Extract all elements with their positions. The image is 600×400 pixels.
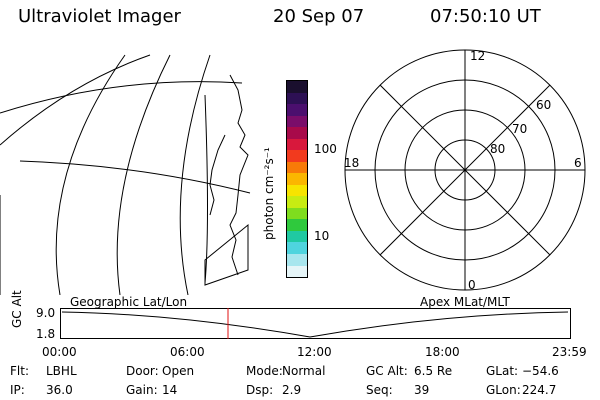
mlt-label-left: 18 (344, 156, 359, 170)
status-label: Door: (126, 364, 159, 378)
status-label: GC Alt: (366, 364, 408, 378)
altitude-curve (61, 311, 569, 338)
colorbar-band (287, 150, 307, 162)
status-value: 39 (414, 383, 430, 397)
horizon-edge (204, 223, 249, 286)
status-value: Normal (282, 364, 326, 378)
date-label: 20 Sep 07 (273, 6, 365, 27)
app-title: Ultraviolet Imager (18, 6, 181, 27)
colorbar-band (287, 253, 307, 266)
status-label: Dsp: (246, 383, 274, 397)
status-label: GLon: (486, 383, 521, 397)
status-label: Mode: (246, 364, 283, 378)
status-value: −54.6 (522, 364, 559, 378)
lat-arc (19, 160, 251, 194)
lat-label-70: 70 (512, 122, 527, 136)
lon-arc (179, 54, 211, 295)
colorbar-band (287, 173, 307, 185)
status-label: Seq: (366, 383, 393, 397)
status-label: GLat: (486, 364, 519, 378)
timeline-x-tick-0: 00:00 (42, 345, 77, 359)
mlt-label-bottom: 0 (468, 278, 476, 292)
timeline-y-tick-1.8: 1.8 (36, 327, 56, 341)
timeline-y-label: GC Alt (10, 290, 24, 328)
mlt-label-top: 12 (470, 49, 485, 63)
lon-arc (55, 54, 126, 295)
lon-arc (0, 54, 151, 146)
status-value: 6.5 Re (414, 364, 453, 378)
lat-label-80: 80 (490, 142, 505, 156)
colorbar-band (287, 242, 307, 254)
polar-plot: 12 18 6 0 60 70 80 (344, 49, 586, 292)
mlt-line-diagonal (379, 84, 551, 256)
colorbar-band (287, 115, 307, 128)
mlt-label-right: 6 (574, 156, 582, 170)
timeline-frame (60, 308, 571, 339)
status-value: 14 (162, 383, 178, 397)
timeline-plot (60, 308, 571, 339)
colorbar-band (287, 196, 307, 208)
colorbar-band (287, 184, 307, 197)
colorbar-band (287, 92, 307, 105)
status-label: Gain: (126, 383, 158, 397)
colorbar-band (287, 138, 307, 151)
colorbar-band (287, 104, 307, 116)
lat-label-60: 60 (536, 98, 551, 112)
colorbar-unit-label: photon cm⁻²s⁻¹ (262, 147, 276, 240)
timeline-left-caption: Geographic Lat/Lon (70, 295, 188, 309)
terminator-arc (204, 94, 208, 284)
status-value: 36.0 (46, 383, 73, 397)
lon-arc (116, 54, 171, 295)
status-label: Flt: (10, 364, 29, 378)
timeline-x-tick-4: 23:59 (552, 345, 587, 359)
colorbar-band (287, 265, 307, 278)
timeline-x-tick-3: 18:00 (425, 345, 460, 359)
colorbar-band (287, 207, 307, 220)
timeline-x-tick-1: 06:00 (170, 345, 205, 359)
colorbar-tick-10: 10 (314, 229, 330, 243)
status-value: 224.7 (522, 383, 557, 397)
coastline (209, 134, 226, 216)
coastline (229, 74, 249, 276)
colorbar-tick-100: 100 (314, 142, 337, 156)
geographic-map (0, 54, 251, 295)
colorbar-band (287, 230, 307, 243)
timeline-y-tick-9: 9.0 (36, 306, 56, 320)
colorbar-band (287, 161, 307, 174)
timeline-right-caption: Apex MLat/MLT (420, 295, 510, 309)
colorbar-band (287, 127, 307, 139)
status-value: Open (162, 364, 195, 378)
colorbar-band (287, 219, 307, 231)
time-label: 07:50:10 UT (430, 6, 541, 27)
lat-arc (0, 81, 243, 114)
colorbar (286, 80, 308, 278)
status-value: LBHL (46, 364, 77, 378)
status-label: IP: (10, 383, 25, 397)
colorbar-band (287, 81, 307, 93)
timeline-x-tick-2: 12:00 (297, 345, 332, 359)
status-value: 2.9 (282, 383, 302, 397)
